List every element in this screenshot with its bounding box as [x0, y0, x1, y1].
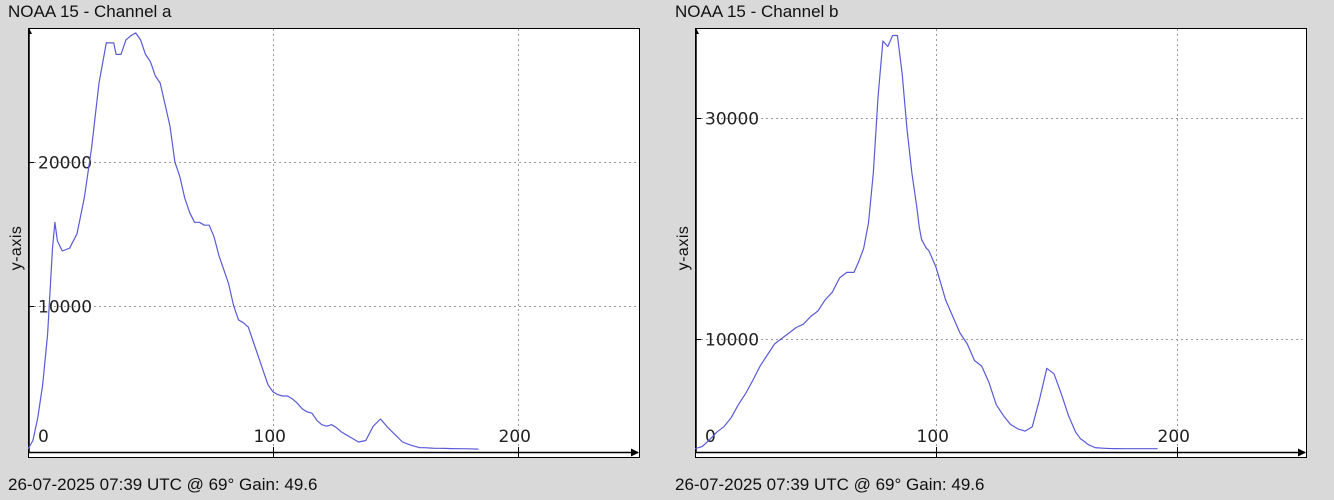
x-tick-label: 100 — [917, 427, 949, 447]
x-tick-label: 0 — [705, 427, 716, 447]
y-tick-label: 30000 — [38, 28, 92, 31]
series-line — [695, 34, 1158, 450]
plot-border — [695, 28, 1307, 458]
channel-b-y-axis-label: y-axis — [675, 225, 692, 271]
x-tick-label: 0 — [38, 427, 49, 447]
channel-b-chart: 0 100 200 10000 30000 — [695, 28, 1307, 458]
y-axis-arrow — [28, 28, 32, 34]
plot-border — [28, 28, 640, 458]
x-tick-label: 200 — [1158, 427, 1190, 447]
y-axis-arrow — [695, 28, 699, 34]
channel-a-footer: 26-07-2025 07:39 UTC @ 69° Gain: 49.6 — [8, 475, 318, 494]
channel-b-plot-area: 0 100 200 10000 30000 — [695, 28, 1307, 458]
channel-a-chart: 0 100 200 10000 20000 30000 — [28, 28, 640, 458]
channel-a-plot-area: 0 100 200 10000 20000 30000 — [28, 28, 640, 458]
x-tick-label: 100 — [254, 427, 286, 447]
y-tick-label: 10000 — [705, 331, 759, 351]
x-tick-label: 200 — [499, 427, 531, 447]
channel-a-title: NOAA 15 - Channel a — [8, 2, 172, 21]
channel-a-y-axis-label: y-axis — [8, 225, 25, 271]
y-tick-label: 20000 — [38, 154, 92, 174]
channel-b-title: NOAA 15 - Channel b — [675, 2, 839, 21]
series-line — [28, 32, 479, 450]
channel-b-footer: 26-07-2025 07:39 UTC @ 69° Gain: 49.6 — [675, 475, 985, 494]
y-tick-label: 30000 — [705, 110, 759, 130]
x-axis-arrow — [631, 448, 639, 457]
y-tick-label: 10000 — [38, 298, 92, 318]
channel-b-panel: NOAA 15 - Channel b y-axis 0 100 200 10000 3… — [667, 0, 1334, 500]
x-axis-arrow — [1298, 448, 1306, 457]
channel-a-panel: NOAA 15 - Channel a y-axis 0 100 200 10000 2… — [8, 2, 640, 494]
